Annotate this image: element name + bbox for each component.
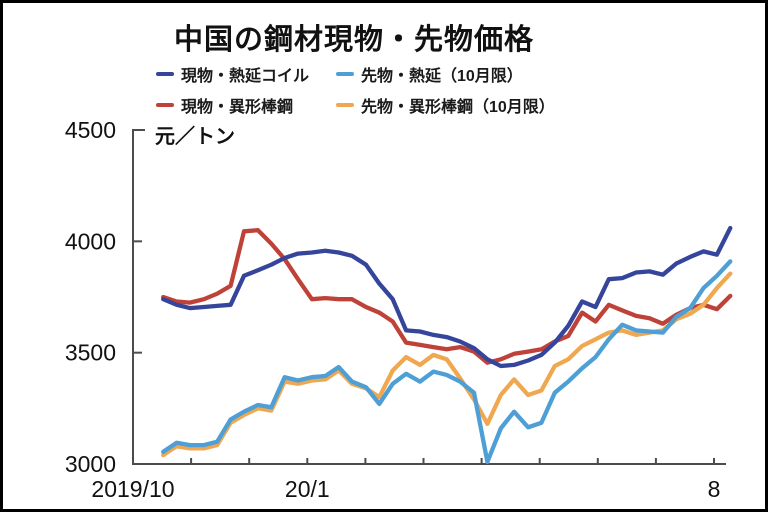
legend-label-spot-rebar: 現物・異形棒鋼 bbox=[181, 99, 294, 116]
x-tick-label: 8 bbox=[708, 476, 721, 502]
axis-lines bbox=[132, 129, 726, 465]
y-tick-label: 4000 bbox=[65, 228, 116, 254]
legend-swatch-fut-rebar bbox=[336, 102, 354, 108]
series-line-spot-hrc bbox=[161, 225, 733, 369]
legend-item-fut-rebar: 先物・異形棒鋼（10月限） bbox=[336, 93, 555, 117]
y-tick-label: 3000 bbox=[65, 451, 116, 477]
legend-swatch-spot-hrc bbox=[156, 71, 174, 77]
legend-label-spot-hrc: 現物・熱延コイル bbox=[181, 68, 310, 85]
legend-swatch-fut-hrc bbox=[336, 71, 354, 77]
y-tick-label: 3500 bbox=[65, 340, 116, 366]
series-line-fut-rebar bbox=[161, 271, 733, 458]
legend-label-fut-hrc: 先物・熱延（10月限） bbox=[361, 68, 523, 85]
y-axis-unit-label: 元／トン bbox=[155, 126, 235, 148]
y-tick-label: 4500 bbox=[65, 117, 116, 143]
series-line-fut-hrc bbox=[161, 259, 733, 464]
chart-title: 中国の鋼材現物・先物価格 bbox=[174, 24, 535, 56]
series-line-spot-rebar bbox=[161, 228, 733, 365]
legend-swatch-spot-rebar bbox=[156, 102, 174, 108]
legend-label-fut-rebar: 先物・異形棒鋼（10月限） bbox=[361, 99, 555, 116]
legend-item-fut-hrc: 先物・熱延（10月限） bbox=[336, 62, 555, 86]
legend: 現物・熱延コイル 先物・熱延（10月限） 現物・異形棒鋼 先物・異形棒鋼（10月限） bbox=[156, 62, 555, 117]
x-tick-label: 2019/10 bbox=[91, 476, 174, 502]
legend-item-spot-hrc: 現物・熱延コイル bbox=[156, 62, 336, 86]
x-tick-label: 20/1 bbox=[285, 476, 330, 502]
legend-item-spot-rebar: 現物・異形棒鋼 bbox=[156, 93, 336, 117]
